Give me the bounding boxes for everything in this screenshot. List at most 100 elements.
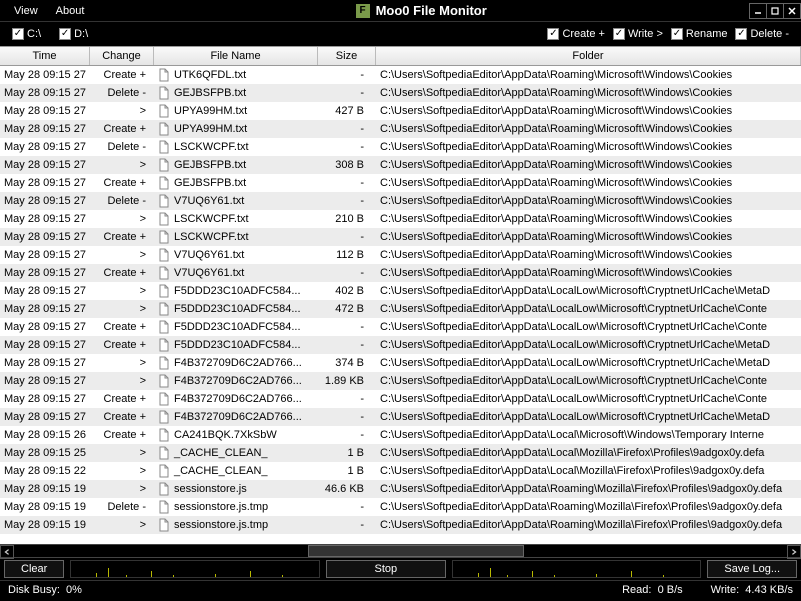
minimize-button[interactable]: [749, 3, 767, 19]
file-icon: [158, 464, 170, 478]
table-row[interactable]: May 28 09:15 27 > UPYA99HM.txt 427 B C:\…: [0, 102, 801, 120]
file-icon: [158, 140, 170, 154]
activity-graph: [70, 560, 320, 578]
cell-size: 46.6 KB: [318, 483, 376, 495]
cell-file: _CACHE_CLEAN_: [154, 464, 318, 478]
drive-checkbox[interactable]: C:\: [12, 28, 41, 40]
op-checkbox[interactable]: Write >: [613, 28, 663, 40]
op-checkbox[interactable]: Delete -: [735, 28, 789, 40]
table-row[interactable]: May 28 09:15 27 Create + UPYA99HM.txt - …: [0, 120, 801, 138]
activity-spike: [173, 575, 174, 577]
cell-change: >: [90, 357, 154, 369]
cell-folder: C:\Users\SoftpediaEditor\AppData\Roaming…: [376, 501, 801, 513]
col-header-time[interactable]: Time: [0, 47, 90, 65]
horizontal-scrollbar[interactable]: [0, 544, 801, 558]
filter-bar: C:\ D:\ Create + Write > Rename Delete -: [0, 22, 801, 46]
table-row[interactable]: May 28 09:15 27 > LSCKWCPF.txt 210 B C:\…: [0, 210, 801, 228]
op-checkbox[interactable]: Rename: [671, 28, 728, 40]
scroll-left-button[interactable]: [0, 545, 14, 559]
cell-size: 427 B: [318, 105, 376, 117]
stop-button[interactable]: Stop: [326, 560, 446, 578]
table-row[interactable]: May 28 09:15 27 Create + F4B372709D6C2AD…: [0, 390, 801, 408]
file-name-text: LSCKWCPF.txt: [174, 231, 249, 243]
checkbox-icon: [12, 28, 24, 40]
op-checkbox[interactable]: Create +: [547, 28, 605, 40]
cell-folder: C:\Users\SoftpediaEditor\AppData\Roaming…: [376, 231, 801, 243]
activity-spike: [478, 573, 479, 577]
write-label: Write:: [711, 584, 740, 596]
cell-folder: C:\Users\SoftpediaEditor\AppData\Local\M…: [376, 465, 801, 477]
table-row[interactable]: May 28 09:15 27 > V7UQ6Y61.txt 112 B C:\…: [0, 246, 801, 264]
table-row[interactable]: May 28 09:15 26 Create + CA241BQK.7XkSbW…: [0, 426, 801, 444]
cell-change: >: [90, 303, 154, 315]
cell-change: Delete -: [90, 87, 154, 99]
file-name-text: LSCKWCPF.txt: [174, 213, 249, 225]
table-row[interactable]: May 28 09:15 19 Delete - sessionstore.js…: [0, 498, 801, 516]
table-row[interactable]: May 28 09:15 27 Create + GEJBSFPB.txt - …: [0, 174, 801, 192]
cell-time: May 28 09:15 27: [0, 393, 90, 405]
table-row[interactable]: May 28 09:15 27 > F4B372709D6C2AD766... …: [0, 354, 801, 372]
table-row[interactable]: May 28 09:15 27 Delete - V7UQ6Y61.txt - …: [0, 192, 801, 210]
cell-time: May 28 09:15 27: [0, 321, 90, 333]
col-header-file[interactable]: File Name: [154, 47, 318, 65]
table-row[interactable]: May 28 09:15 25 > _CACHE_CLEAN_ 1 B C:\U…: [0, 444, 801, 462]
col-header-change[interactable]: Change: [90, 47, 154, 65]
table-row[interactable]: May 28 09:15 27 Create + F5DDD23C10ADFC5…: [0, 318, 801, 336]
menu-about[interactable]: About: [48, 2, 93, 20]
cell-folder: C:\Users\SoftpediaEditor\AppData\Roaming…: [376, 87, 801, 99]
table-row[interactable]: May 28 09:15 27 > F4B372709D6C2AD766... …: [0, 372, 801, 390]
file-icon: [158, 212, 170, 226]
table-row[interactable]: May 28 09:15 19 > sessionstore.js 46.6 K…: [0, 480, 801, 498]
scroll-thumb[interactable]: [308, 545, 524, 557]
cell-time: May 28 09:15 19: [0, 519, 90, 531]
table-row[interactable]: May 28 09:15 27 > F5DDD23C10ADFC584... 4…: [0, 300, 801, 318]
scroll-track[interactable]: [14, 545, 787, 557]
cell-file: F4B372709D6C2AD766...: [154, 374, 318, 388]
cell-change: >: [90, 465, 154, 477]
table-row[interactable]: May 28 09:15 19 > sessionstore.js.tmp - …: [0, 516, 801, 534]
file-name-text: F5DDD23C10ADFC584...: [174, 321, 301, 333]
file-name-text: LSCKWCPF.txt: [174, 141, 249, 153]
cell-folder: C:\Users\SoftpediaEditor\AppData\LocalLo…: [376, 375, 801, 387]
drive-checkbox[interactable]: D:\: [59, 28, 88, 40]
table-row[interactable]: May 28 09:15 27 > GEJBSFPB.txt 308 B C:\…: [0, 156, 801, 174]
cell-change: >: [90, 159, 154, 171]
clear-button[interactable]: Clear: [4, 560, 64, 578]
activity-spike: [96, 573, 97, 577]
table-row[interactable]: May 28 09:15 27 Delete - LSCKWCPF.txt - …: [0, 138, 801, 156]
drive-label: C:\: [27, 28, 41, 40]
menu-view[interactable]: View: [6, 2, 46, 20]
col-header-size[interactable]: Size: [318, 47, 376, 65]
activity-spike: [282, 575, 283, 577]
cell-change: Create +: [90, 393, 154, 405]
table-row[interactable]: May 28 09:15 27 Create + F5DDD23C10ADFC5…: [0, 336, 801, 354]
close-button[interactable]: [783, 3, 801, 19]
write-value: 4.43 KB/s: [745, 584, 793, 596]
table-row[interactable]: May 28 09:15 22 > _CACHE_CLEAN_ 1 B C:\U…: [0, 462, 801, 480]
cell-folder: C:\Users\SoftpediaEditor\AppData\Roaming…: [376, 195, 801, 207]
cell-file: sessionstore.js.tmp: [154, 518, 318, 532]
activity-spike: [631, 571, 632, 577]
op-label: Rename: [686, 28, 728, 40]
activity-graph-right: [452, 560, 702, 578]
cell-change: Create +: [90, 321, 154, 333]
table-row[interactable]: May 28 09:15 27 Create + UTK6QFDL.txt - …: [0, 66, 801, 84]
activity-spike: [596, 574, 597, 577]
col-header-folder[interactable]: Folder: [376, 47, 801, 65]
checkbox-icon: [735, 28, 747, 40]
status-bar: Disk Busy: 0% Read: 0 B/s Write: 4.43 KB…: [0, 580, 801, 599]
file-icon: [158, 410, 170, 424]
op-label: Create +: [562, 28, 605, 40]
maximize-button[interactable]: [766, 3, 784, 19]
cell-time: May 28 09:15 25: [0, 447, 90, 459]
file-icon: [158, 122, 170, 136]
table-row[interactable]: May 28 09:15 27 Create + F4B372709D6C2AD…: [0, 408, 801, 426]
table-row[interactable]: May 28 09:15 27 > F5DDD23C10ADFC584... 4…: [0, 282, 801, 300]
scroll-right-button[interactable]: [787, 545, 801, 559]
cell-change: >: [90, 285, 154, 297]
table-row[interactable]: May 28 09:15 27 Create + V7UQ6Y61.txt - …: [0, 264, 801, 282]
table-row[interactable]: May 28 09:15 27 Create + LSCKWCPF.txt - …: [0, 228, 801, 246]
save-log-button[interactable]: Save Log...: [707, 560, 797, 578]
table-row[interactable]: May 28 09:15 27 Delete - GEJBSFPB.txt - …: [0, 84, 801, 102]
cell-file: V7UQ6Y61.txt: [154, 248, 318, 262]
